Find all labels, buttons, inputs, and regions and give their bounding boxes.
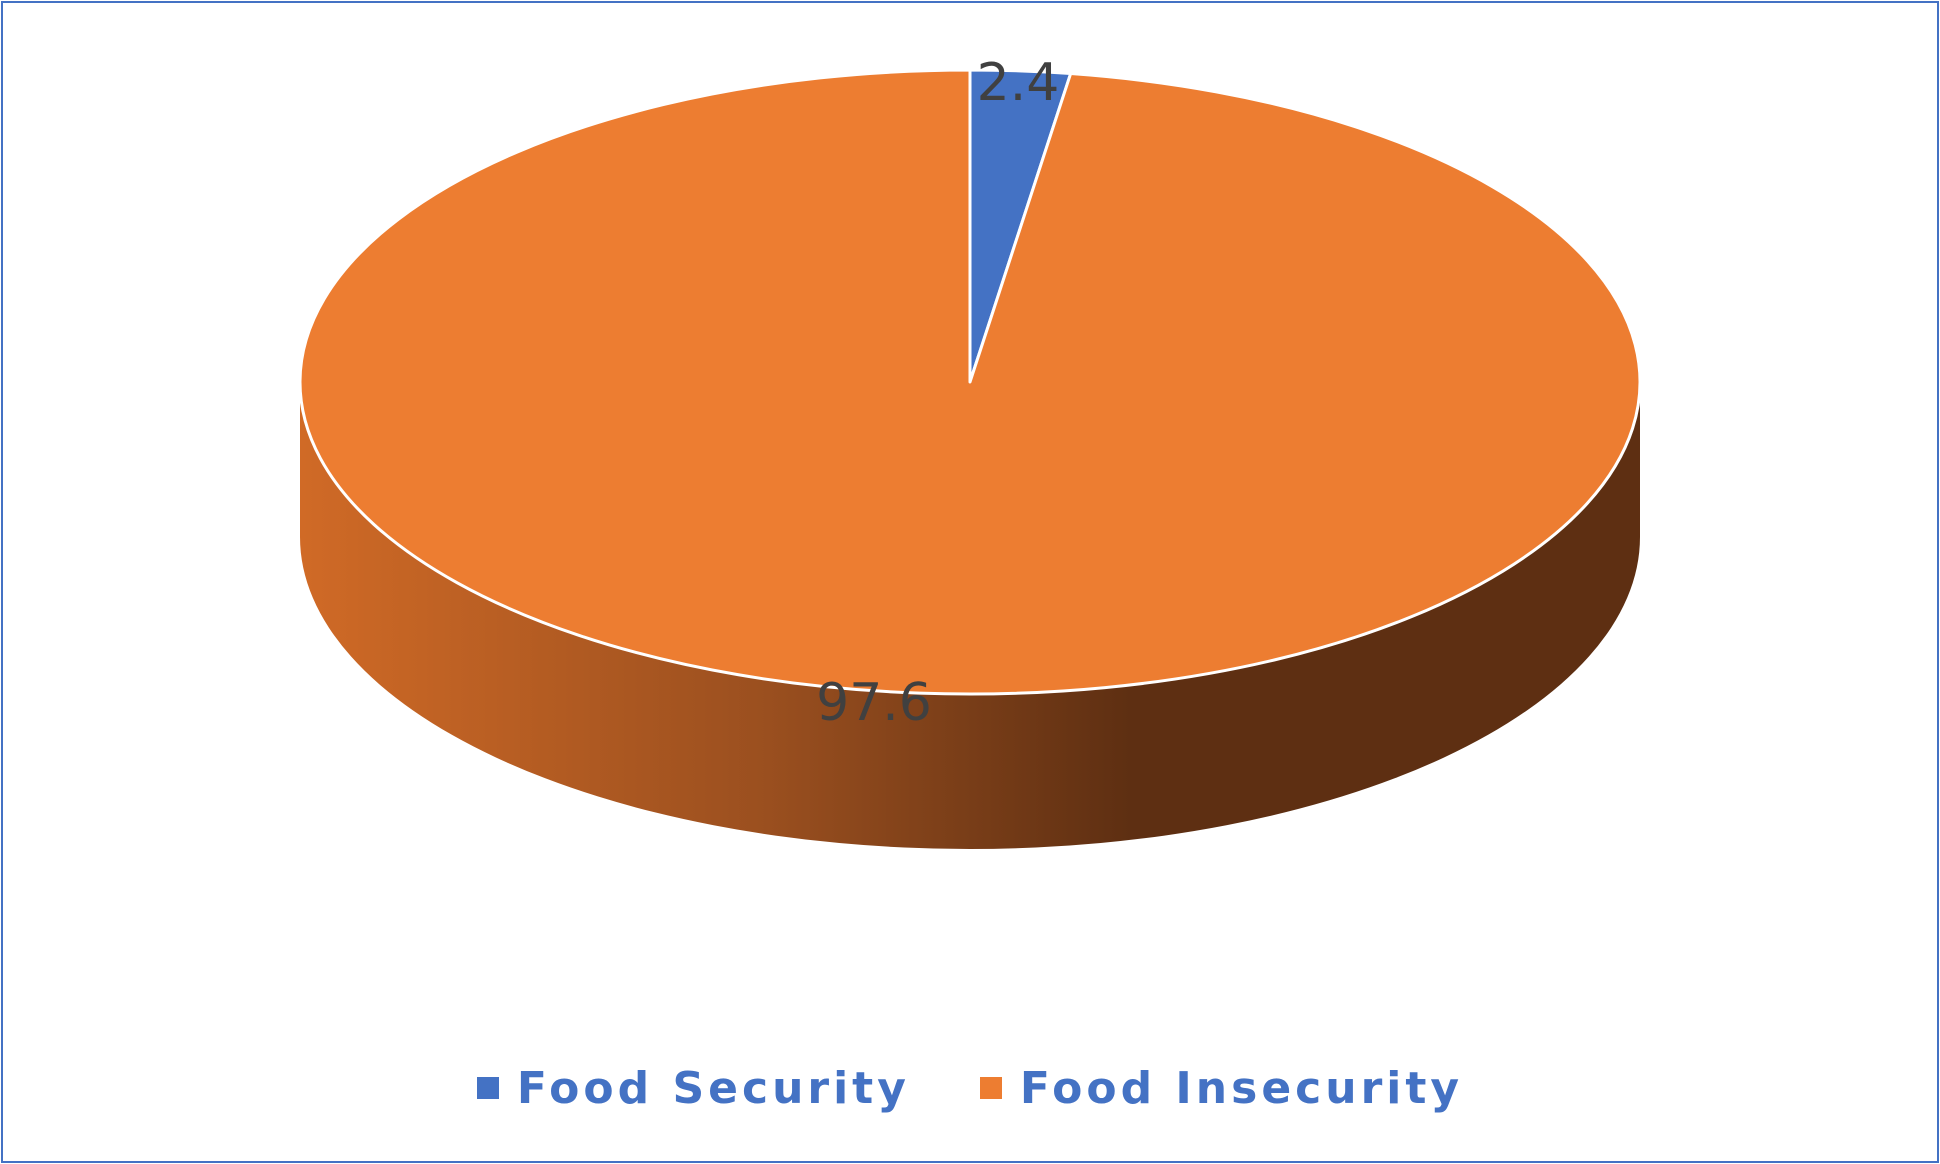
legend-item-food-security[interactable]: Food Security [476, 1062, 910, 1114]
legend-swatch-food-security [476, 1077, 499, 1099]
data-label-food-security: 2.4 [977, 53, 1060, 113]
pie-slice-food-insecurity[interactable] [298, 68, 1642, 696]
pie-side-food-insecurity [300, 382, 1640, 849]
legend: Food Security Food Insecurity [0, 1062, 1940, 1114]
data-label-food-insecurity: 97.6 [816, 673, 932, 733]
legend-label-food-insecurity: Food Insecurity [1019, 1062, 1464, 1114]
legend-label-food-security: Food Security [516, 1062, 910, 1114]
legend-item-food-insecurity[interactable]: Food Insecurity [979, 1062, 1464, 1114]
legend-swatch-food-insecurity [979, 1077, 1002, 1099]
